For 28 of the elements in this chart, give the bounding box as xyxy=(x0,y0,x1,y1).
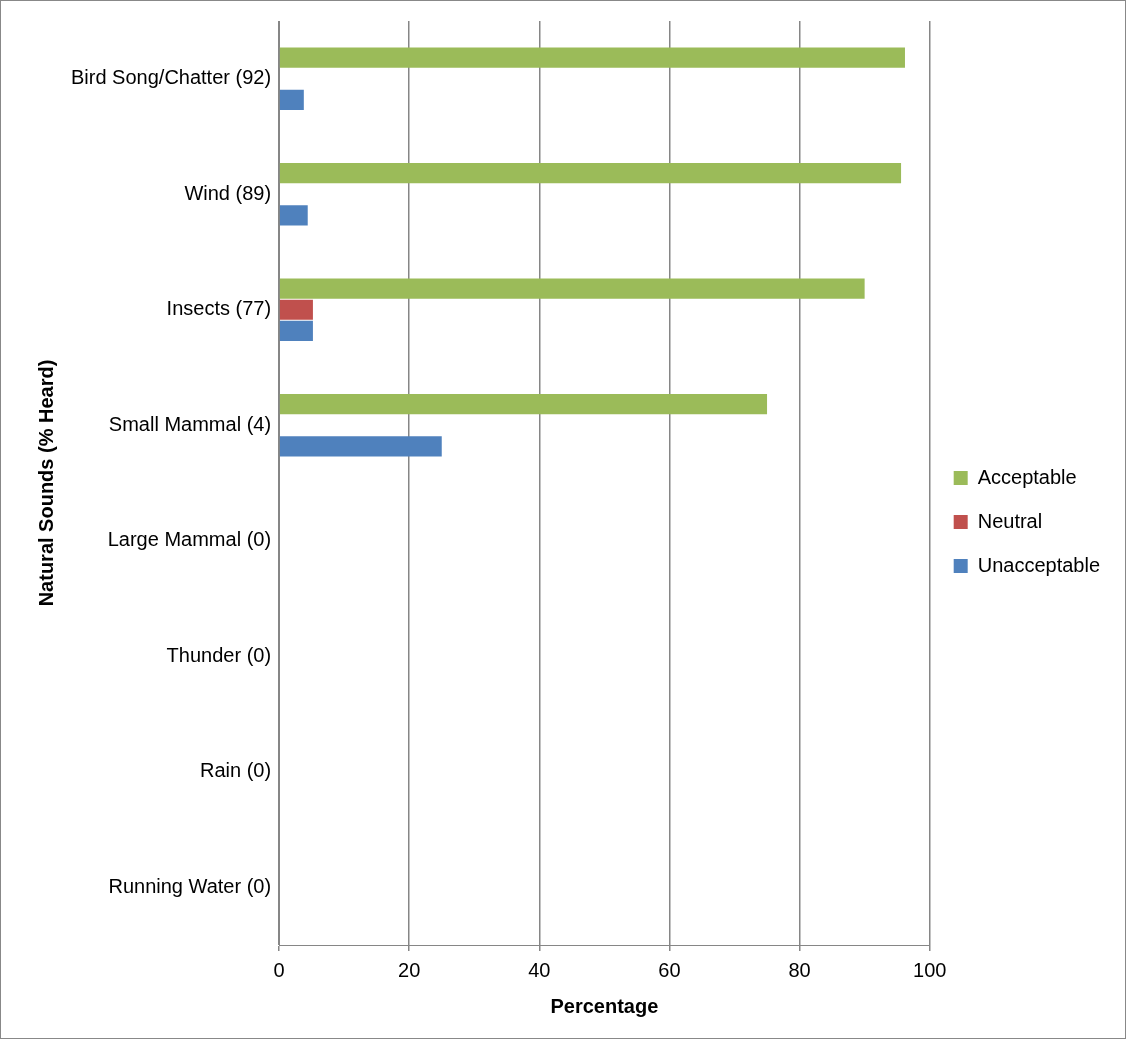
legend-label: Unacceptable xyxy=(977,553,1101,576)
bar xyxy=(279,163,902,184)
x-tick-label: 100 xyxy=(913,958,947,981)
x-tick-label: 20 xyxy=(398,958,421,981)
bar xyxy=(279,47,905,68)
y-tick-label: Thunder (0) xyxy=(166,643,272,666)
x-tick-label: 80 xyxy=(788,958,811,981)
bar xyxy=(279,320,313,341)
y-tick-label: Bird Song/Chatter (92) xyxy=(70,66,272,89)
legend-label: Neutral xyxy=(977,509,1043,532)
x-axis-title: Percentage xyxy=(550,994,659,1017)
y-tick-label: Large Mammal (0) xyxy=(107,528,272,551)
bar xyxy=(279,394,768,415)
bar xyxy=(279,299,313,320)
y-tick-label: Rain (0) xyxy=(199,759,272,782)
bar xyxy=(279,436,442,457)
bar xyxy=(279,89,304,110)
x-tick-label: 40 xyxy=(528,958,551,981)
y-axis-title: Natural Sounds (% Heard) xyxy=(34,359,57,607)
y-tick-label: Insects (77) xyxy=(166,297,272,320)
x-tick-label: 60 xyxy=(658,958,681,981)
bar xyxy=(279,205,308,226)
y-tick-label: Small Mammal (4) xyxy=(108,412,272,435)
legend-label: Acceptable xyxy=(977,465,1077,488)
y-tick-label: Wind (89) xyxy=(184,181,272,204)
bar xyxy=(279,278,865,299)
x-tick-label: 0 xyxy=(273,958,285,981)
y-tick-label: Running Water (0) xyxy=(108,874,272,897)
